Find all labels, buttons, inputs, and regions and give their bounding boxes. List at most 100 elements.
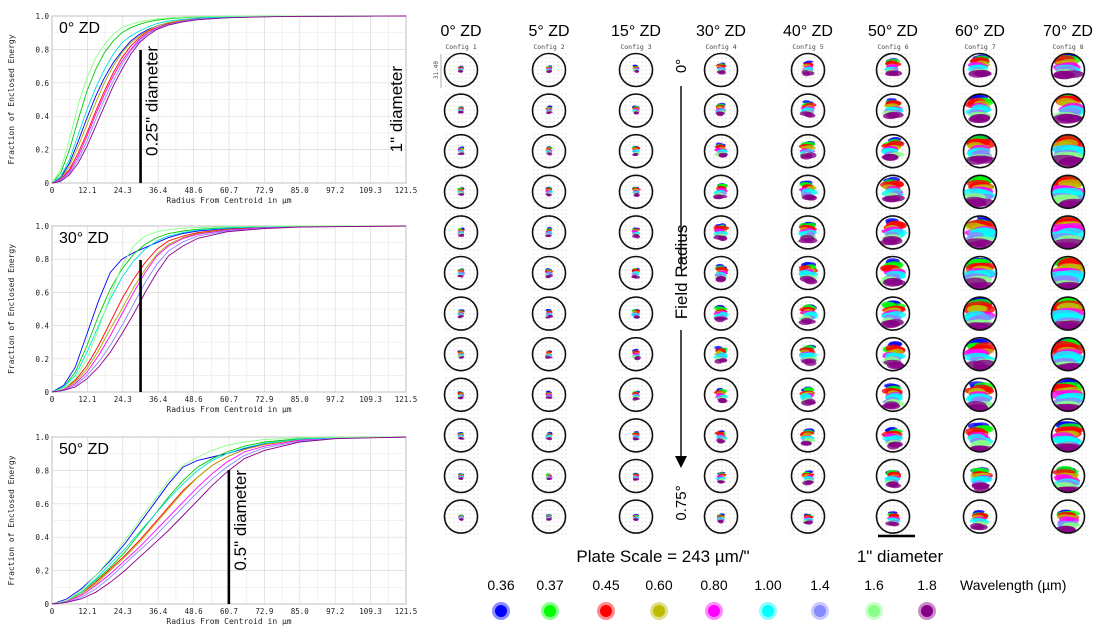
spot-pattern <box>964 94 994 123</box>
airy-circle <box>962 296 998 331</box>
y-tick-label: 0.2 <box>35 355 49 364</box>
airy-circle <box>531 93 567 128</box>
airy-circle <box>531 499 567 534</box>
spot-cell <box>790 132 826 171</box>
spot-pattern <box>798 180 818 201</box>
spot-pattern <box>882 341 906 370</box>
y-tick-label: 0.6 <box>35 288 49 297</box>
airy-circle <box>1050 255 1086 291</box>
spot-pattern <box>713 346 728 364</box>
airy-circle <box>703 215 739 250</box>
airy-circle <box>443 255 479 291</box>
spot-cell <box>962 294 998 333</box>
series-line-1 <box>51 436 407 605</box>
spot-cell <box>443 335 479 374</box>
legend-item-7: 1.6 <box>864 577 884 620</box>
x-tick-label: 24.3 <box>114 607 132 616</box>
spot-pattern <box>798 261 818 285</box>
legend-swatch <box>653 605 665 617</box>
airy-circle <box>618 336 654 372</box>
spot-pattern <box>457 350 465 359</box>
legend-label: 0.45 <box>592 577 619 593</box>
enclosed-energy-charts: 0 12.1 24.3 36.4 48.6 60.7 72.9 85.0 97.2 109.3 12… <box>7 12 417 626</box>
airy-circle <box>703 458 739 494</box>
spot-pattern <box>545 226 553 238</box>
airy-circle <box>790 133 826 169</box>
airy-circle <box>443 499 479 534</box>
airy-circle <box>703 336 739 372</box>
airy-circle <box>443 458 479 494</box>
column-zd-label: 50° ZD <box>868 23 918 40</box>
x-tick-label: 109.3 <box>359 395 382 404</box>
x-tick-label: 0 <box>50 186 55 195</box>
airy-circle <box>618 296 654 331</box>
x-axis-label: Radius From Centroid in µm <box>166 617 291 626</box>
airy-circle <box>875 296 911 331</box>
spot-pattern <box>632 431 640 441</box>
spot-cell <box>875 51 911 89</box>
plate-scale-label: Plate Scale = 243 µm/" <box>576 547 749 566</box>
column-config-label: Config 7 <box>964 43 995 51</box>
spot-cell <box>703 375 739 414</box>
legend-label: 1.6 <box>864 577 884 593</box>
spot-cell <box>531 416 567 455</box>
spot-cell <box>790 172 826 211</box>
diameter-marker-label: 0.25" diameter <box>143 46 162 156</box>
x-axis-label: Radius From Centroid in µm <box>166 196 291 205</box>
scale-bar-label: 1" diameter <box>857 547 944 566</box>
series-line-5 <box>51 436 407 605</box>
airy-circle <box>443 296 479 331</box>
spot-pattern <box>1055 509 1081 533</box>
airy-circle <box>962 377 998 413</box>
series-line-8 <box>51 436 407 605</box>
spot-cell <box>790 254 826 292</box>
x-tick-label: 85.0 <box>291 395 310 404</box>
spot-pattern <box>631 105 640 115</box>
spot-pattern <box>881 426 903 450</box>
series-line-7 <box>51 225 406 393</box>
spot-cell <box>443 51 479 89</box>
y-tick-label: 0.8 <box>35 45 49 54</box>
field-axis-start-label: 0° <box>673 59 690 73</box>
spot-cell <box>1050 213 1086 252</box>
airy-circle <box>618 458 654 494</box>
spot-cell <box>618 497 654 536</box>
airy-circle <box>962 418 998 453</box>
spot-pattern <box>798 344 818 366</box>
spot-pattern <box>631 308 641 319</box>
spot-diagram-grid: 0° ZD Config 1 5° ZD Config 2 15° ZD Config 3… <box>433 23 1093 538</box>
spot-cell <box>790 91 826 130</box>
spot-pattern <box>1052 94 1084 124</box>
diameter-marker-label: 0.5" diameter <box>231 470 250 571</box>
column-config-label: Config 5 <box>792 43 823 51</box>
spot-pattern <box>457 473 465 481</box>
spot-pattern <box>715 471 727 484</box>
field-axis-label: Field Radius <box>672 225 691 320</box>
y-tick-label: 0.4 <box>35 533 49 542</box>
legend-label: 0.60 <box>645 577 672 593</box>
spot-pattern <box>801 470 815 486</box>
spot-pattern <box>799 428 816 446</box>
airy-circle <box>531 52 567 88</box>
y-axis-label: Fraction of Enclosed Energy <box>7 34 16 164</box>
spot-cell <box>618 254 654 292</box>
spot-cell <box>531 51 567 89</box>
y-tick-label: 0.8 <box>35 255 49 264</box>
airy-circle <box>790 377 826 413</box>
spot-pattern <box>457 432 465 440</box>
legend-swatch <box>708 605 720 617</box>
airy-circle <box>531 418 567 453</box>
spot-pattern <box>802 513 814 525</box>
spot-cell <box>703 497 739 536</box>
spot-pattern <box>457 391 465 400</box>
legend-swatch <box>600 605 612 617</box>
column-zd-label: 0° ZD <box>440 23 481 40</box>
airy-circle <box>962 499 998 534</box>
spot-pattern <box>714 263 729 283</box>
spot-pattern <box>632 390 640 401</box>
airy-circle <box>703 93 739 128</box>
airy-circle <box>703 499 739 534</box>
airy-circle <box>875 336 911 372</box>
airy-circle <box>703 133 739 169</box>
spot-cell <box>531 497 567 536</box>
